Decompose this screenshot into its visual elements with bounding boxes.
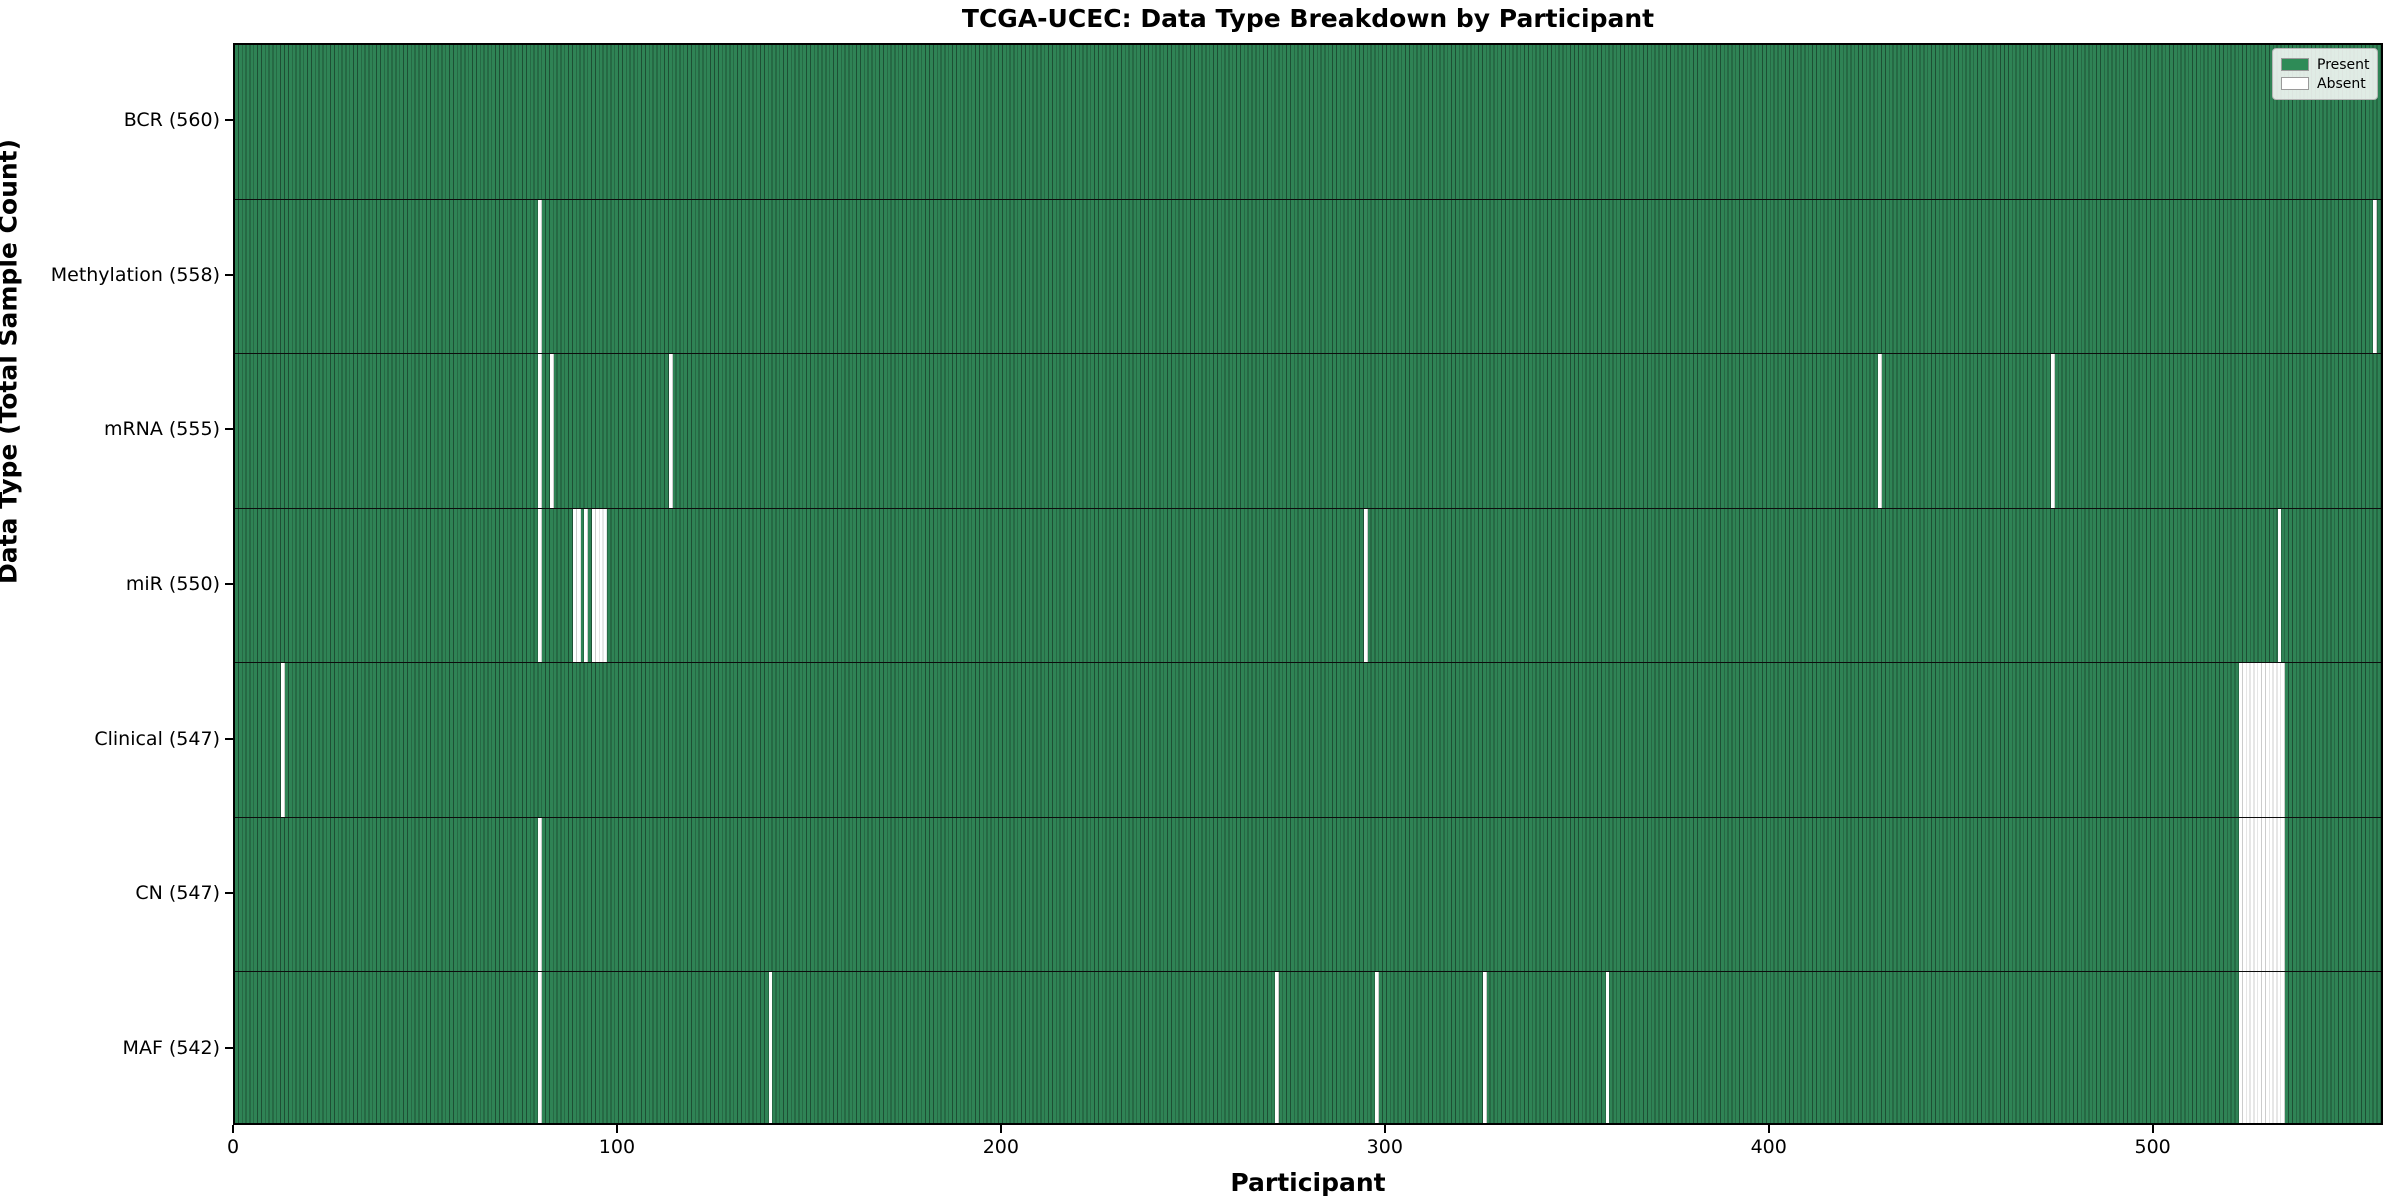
row-mrna: [235, 354, 2381, 509]
x-tick-mark: [2151, 1125, 2154, 1133]
row-bcr: [235, 45, 2381, 200]
x-tick-label-200: 200: [982, 1136, 1019, 1158]
legend-label-absent: Absent: [2317, 75, 2366, 92]
row-maf: [235, 972, 2381, 1123]
absent-gap: [768, 972, 773, 1123]
absent-gap: [1605, 972, 1610, 1123]
y-tick-label-mrna: mRNA (555): [103, 418, 220, 441]
absent-gap: [2373, 199, 2378, 354]
legend-entry-present: Present: [2281, 55, 2370, 74]
absent-gap: [538, 508, 543, 663]
absent-gap: [1375, 972, 1380, 1123]
y-tick-mark: [225, 583, 233, 585]
y-tick-label-maf: MAF (542): [122, 1036, 220, 1059]
x-tick-label-100: 100: [598, 1136, 636, 1158]
row-cn: [235, 817, 2381, 973]
row-methylation: [235, 199, 2381, 355]
absent-gap: [2239, 817, 2286, 972]
x-tick-mark: [1767, 1125, 1770, 1133]
absent-gap: [2239, 663, 2286, 817]
legend: Present Absent: [2272, 48, 2378, 100]
legend-label-present: Present: [2317, 56, 2370, 73]
y-tick-mark: [225, 892, 233, 895]
y-tick-label-clinical: Clinical (547): [94, 727, 220, 750]
x-tick-label-300: 300: [1366, 1136, 1403, 1158]
y-tick-mark: [225, 1046, 233, 1049]
row-clinical: [235, 663, 2381, 818]
y-tick-mark: [225, 428, 233, 431]
x-tick-label-400: 400: [1750, 1136, 1787, 1158]
absent-gap: [281, 663, 285, 817]
y-tick-label-bcr: BCR (560): [123, 109, 220, 132]
x-tick-label-0: 0: [226, 1136, 240, 1158]
absent-gap: [549, 354, 554, 508]
absent-gap: [2277, 508, 2282, 663]
absent-gap: [1482, 972, 1487, 1123]
absent-gap: [1363, 508, 1368, 663]
y-tick-mark: [225, 273, 233, 276]
absent-gap: [584, 508, 589, 663]
absent-gap: [572, 508, 581, 663]
absent-gap: [668, 354, 673, 508]
absent-gap: [538, 972, 543, 1123]
x-tick-label-500: 500: [2134, 1136, 2171, 1158]
x-tick-mark: [232, 1125, 234, 1133]
x-tick-mark: [1383, 1125, 1386, 1133]
chart-title: TCGA-UCEC: Data Type Breakdown by Partic…: [961, 4, 1655, 33]
y-tick-mark: [225, 737, 233, 740]
absent-gap: [2050, 354, 2055, 508]
present-swatch-icon: [2281, 58, 2309, 71]
y-tick-label-methylation: Methylation (558): [50, 263, 220, 286]
absent-gap: [592, 508, 608, 663]
legend-entry-absent: Absent: [2281, 74, 2369, 93]
absent-gap: [1878, 354, 1883, 508]
y-tick-mark: [225, 119, 233, 122]
plot-area: [233, 43, 2383, 1125]
row-mir: [235, 508, 2381, 664]
x-tick-mark: [999, 1125, 1002, 1133]
absent-gap: [2239, 972, 2286, 1123]
absent-gap: [538, 354, 543, 508]
y-tick-label-mir: miR (550): [125, 573, 220, 595]
absent-swatch-icon: [2281, 77, 2309, 90]
x-tick-mark: [615, 1125, 618, 1133]
absent-gap: [538, 817, 543, 972]
absent-gap: [538, 199, 543, 354]
y-tick-label-cn: CN (547): [135, 882, 220, 905]
y-axis-label: Data Type (Total Sample Count): [0, 138, 23, 584]
x-axis-label: Participant: [1230, 1168, 1386, 1197]
absent-gap: [1275, 972, 1280, 1123]
